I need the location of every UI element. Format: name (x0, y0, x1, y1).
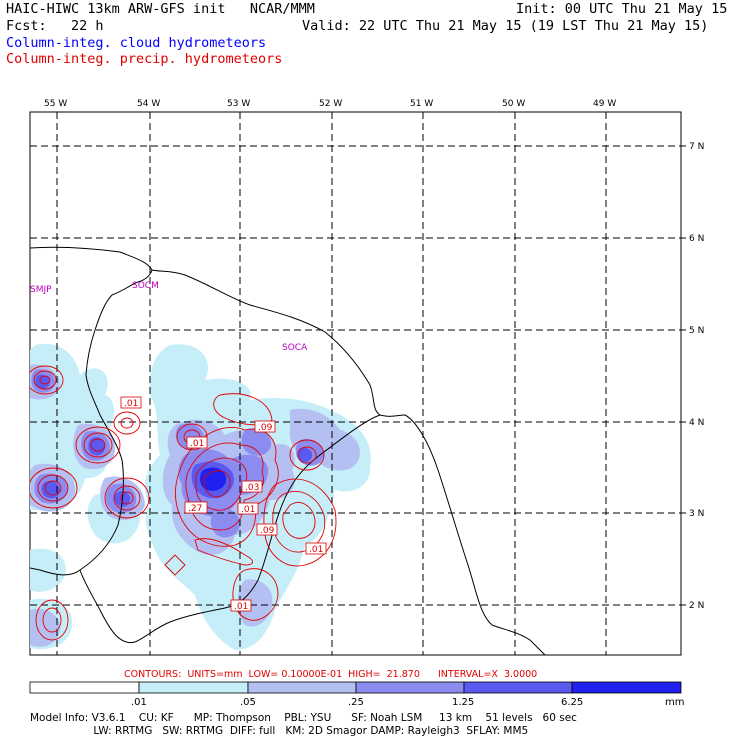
init-time: Init: 00 UTC Thu 21 May 15 (516, 1, 728, 17)
map-content: .01 .01 .09 .03 .27 .01 .09 .01 .01 SMJP… (30, 112, 681, 655)
colorbar-bin (571, 681, 682, 694)
map-frame (29, 111, 682, 656)
contour-label: .01 (237, 502, 259, 515)
colorbar-bin (463, 681, 573, 694)
svg-text:.01: .01 (124, 399, 138, 409)
contour-label: .27 (184, 501, 208, 514)
lat-label: 3 N (689, 509, 704, 519)
latitude-labels: 7 N 6 N 5 N 4 N 3 N 2 N (689, 142, 704, 611)
svg-text:.09: .09 (258, 423, 273, 433)
lon-label: 55 W (44, 99, 67, 109)
lon-label: 50 W (502, 99, 525, 109)
lat-ticks (681, 145, 686, 606)
contour-label: .09 (254, 420, 276, 433)
colorbar-bin (247, 681, 357, 694)
lon-label: 54 W (137, 99, 160, 109)
contour-label: .09 (256, 523, 278, 536)
cloud-field-title: Column-integ. cloud hydrometeors (6, 35, 267, 51)
lon-label: 52 W (319, 99, 342, 109)
colorbar-bin (138, 681, 249, 694)
colorbar-tick: 1.25 (452, 697, 474, 708)
colorbar-bin (29, 681, 140, 694)
contour-label: .01 (230, 599, 252, 612)
valid-time: Valid: 22 UTC Thu 21 May 15 (19 LST Thu … (302, 18, 709, 34)
contour-label: .01 (186, 436, 208, 449)
forecast-hour: Fcst: 22 h (6, 18, 104, 34)
site-label-soca: SOCA (282, 343, 308, 353)
colorbar-tick: .25 (348, 697, 364, 708)
lat-label: 4 N (689, 418, 704, 428)
lat-label: 5 N (689, 326, 704, 336)
precip-field-title: Column-integ. precip. hydrometeors (6, 51, 283, 67)
coastline (30, 246, 546, 655)
svg-text:.01: .01 (241, 505, 255, 515)
svg-text:.27: .27 (188, 504, 202, 514)
lon-label: 49 W (593, 99, 616, 109)
colorbar-units: mm (665, 697, 684, 708)
contour-label: .03 (241, 480, 263, 493)
svg-text:.03: .03 (245, 483, 259, 493)
lat-label: 2 N (689, 601, 704, 611)
longitude-labels: 55 W 54 W 53 W 52 W 51 W 50 W 49 W (44, 99, 616, 109)
model-info-line1: Model Info: V3.6.1 CU: KF MP: Thompson P… (30, 712, 577, 724)
contour-label: .01 (120, 396, 142, 409)
lon-label: 51 W (410, 99, 433, 109)
site-label-socm: SOCM (132, 281, 159, 291)
site-label-smjp: SMJP (30, 285, 52, 295)
colorbar-tick: .01 (131, 697, 147, 708)
colorbar-tick: .05 (240, 697, 256, 708)
colorbar-tick: 6.25 (561, 697, 583, 708)
contour-label: .01 (305, 542, 327, 555)
contour-info: CONTOURS: UNITS=mm LOW= 0.10000E-01 HIGH… (124, 669, 537, 680)
lat-lon-grid (30, 112, 681, 655)
model-info-line2: LW: RRTMG SW: RRTMG DIFF: full KM: 2D Sm… (30, 725, 529, 737)
svg-text:.09: .09 (260, 526, 275, 536)
svg-text:.01: .01 (234, 602, 248, 612)
contour-labels: .01 .01 .09 .03 .27 .01 .09 .01 .01 (120, 396, 327, 612)
colorbar-bin (355, 681, 465, 694)
svg-text:.01: .01 (309, 545, 323, 555)
lat-label: 7 N (689, 142, 704, 152)
colorbar: .01 .05 .25 1.25 6.25 mm (29, 681, 684, 708)
header-title: HAIC-HIWC 13km ARW-GFS init NCAR/MMM (6, 1, 315, 17)
lat-label: 6 N (689, 234, 704, 244)
lon-label: 53 W (227, 99, 250, 109)
svg-text:.01: .01 (190, 439, 204, 449)
